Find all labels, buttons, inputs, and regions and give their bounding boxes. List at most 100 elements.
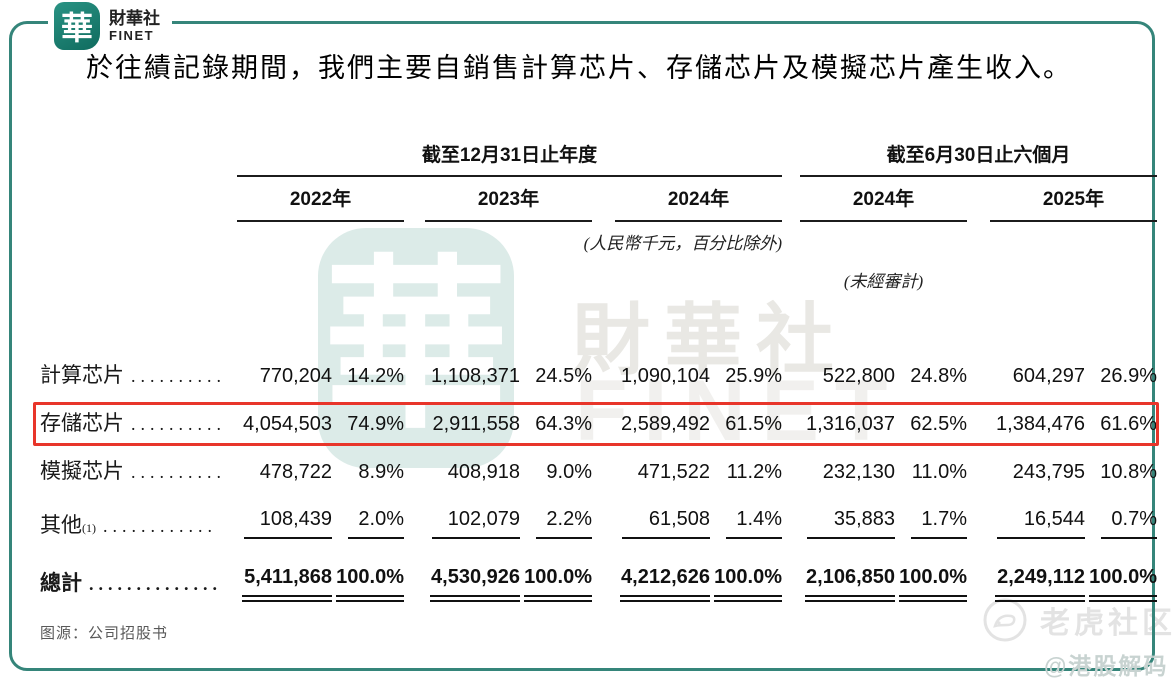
row-label: 其他 (1) ............ (40, 513, 217, 537)
cell-percent: 100.0% (1089, 564, 1157, 602)
cell-value: 604,297 (1012, 365, 1085, 387)
cell-value: 1,384,476 (996, 413, 1085, 435)
content-card-frame (9, 21, 1155, 671)
cell-percent: 24.8% (910, 365, 967, 387)
cell-value: 61,508 (622, 506, 710, 539)
finet-brand-logo: 華 財華社 FINET (48, 0, 172, 52)
table-row-storage-chips: 存儲芯片 .......... 4,054,503 74.9% 2,911,55… (40, 410, 1157, 437)
leader-dots: .......... (131, 414, 226, 434)
cell-value: 2,911,558 (432, 413, 521, 435)
cell-value: 4,212,626 (620, 564, 710, 602)
cell-percent: 0.7% (1101, 506, 1157, 539)
cell-value: 770,204 (259, 365, 332, 387)
cell-value: 1,316,037 (806, 413, 895, 435)
cell-value: 2,106,850 (805, 564, 895, 602)
unaudited-note-row: (未經審計) (40, 267, 1157, 292)
brand-watermark-logo-icon: 華 (318, 228, 514, 468)
page-title: 於往績記錄期間，我們主要自銷售計算芯片、存儲芯片及模擬芯片產生收入。 (86, 53, 1072, 83)
col-group-annual: 截至12月31日止年度 (237, 140, 782, 177)
finet-logo-glyph: 華 (60, 10, 93, 46)
row-label-text: 計算芯片 (40, 363, 124, 387)
row-label-text: 存儲芯片 (40, 411, 124, 435)
cell-percent: 9.0% (546, 461, 592, 483)
col-header-2022: 2022年 (237, 184, 404, 222)
brand-watermark-zh: 財華社 (572, 296, 849, 384)
row-label: 計算芯片 .......... (40, 362, 237, 389)
cell-percent: 8.9% (358, 461, 404, 483)
cell-value: 243,795 (1012, 461, 1085, 483)
cell-percent: 1.4% (726, 506, 782, 539)
cell-percent: 61.6% (1100, 413, 1157, 435)
finet-logo-icon: 華 (54, 2, 100, 50)
cell-percent: 100.0% (899, 564, 967, 602)
brand-name-en: FINET (109, 27, 155, 43)
cell-percent: 61.5% (725, 413, 782, 435)
brand-watermark-glyph: 華 (323, 245, 509, 451)
cell-percent: 64.3% (535, 413, 592, 435)
tiger-community-text: 老虎社区 (1040, 607, 1173, 640)
table-row-analog-chips: 模擬芯片 .......... 478,722 8.9% 408,918 9.0… (40, 458, 1157, 485)
source-note: 图源：公司招股书 (40, 625, 169, 642)
cell-value: 1,108,371 (431, 365, 520, 387)
cell-value: 522,800 (822, 365, 895, 387)
cell-percent: 74.9% (347, 413, 404, 435)
row-label: 模擬芯片 .......... (40, 458, 237, 485)
cell-percent: 11.2% (726, 461, 782, 483)
cell-value: 108,439 (244, 506, 332, 539)
table-row-computing-chips: 計算芯片 .......... 770,204 14.2% 1,108,371 … (40, 362, 1157, 389)
cell-percent: 100.0% (524, 564, 592, 602)
table-row-total: 總計 .............. 5,411,868 100.0% 4,530… (40, 564, 1157, 602)
col-header-2023: 2023年 (425, 184, 592, 222)
cell-percent: 24.5% (535, 365, 592, 387)
row-label: 總計 .............. (40, 570, 237, 597)
cell-percent: 100.0% (714, 564, 782, 602)
highlight-box-storage-row (33, 402, 1159, 446)
cell-value: 232,130 (822, 461, 895, 483)
tiger-community-watermark: 老虎社区 (982, 597, 1173, 643)
finet-brand-text: 財華社 FINET (109, 2, 160, 43)
col-header-2025-h1: 2025年 (990, 184, 1157, 222)
cell-value: 478,722 (259, 461, 332, 483)
cell-percent: 14.2% (347, 365, 404, 387)
cell-value: 408,918 (447, 461, 520, 483)
cell-value: 4,530,926 (430, 564, 520, 602)
leader-dots: .......... (131, 366, 226, 386)
cell-value: 4,054,503 (243, 413, 332, 435)
row-label-text: 總計 (40, 571, 82, 595)
cell-value: 16,544 (997, 506, 1085, 539)
leader-dots: .............. (89, 574, 222, 594)
cell-percent: 1.7% (911, 506, 967, 539)
cell-percent: 26.9% (1100, 365, 1157, 387)
cell-percent: 62.5% (910, 413, 967, 435)
cell-value: 2,249,112 (995, 564, 1085, 602)
leader-dots: ............ (103, 516, 217, 536)
cell-value: 102,079 (432, 506, 520, 539)
cell-percent: 100.0% (336, 564, 404, 602)
table-row-others: 其他 (1) ............ 108,439 2.0% 102,079 … (40, 506, 1157, 539)
cell-value: 2,589,492 (621, 413, 710, 435)
leader-dots: .......... (131, 462, 226, 482)
cell-percent: 25.9% (725, 365, 782, 387)
units-note-row: (人民幣千元，百分比除外) (40, 229, 1157, 254)
cell-value: 471,522 (637, 461, 710, 483)
col-header-2024: 2024年 (615, 184, 782, 222)
unaudited-note: (未經審計) (843, 272, 924, 291)
row-label: 存儲芯片 .......... (40, 410, 237, 437)
col-header-2024-h1: 2024年 (800, 184, 967, 222)
author-handle: @港股解码 (1044, 653, 1169, 679)
row-label-text: 模擬芯片 (40, 459, 124, 483)
row-label-text: 其他 (40, 513, 82, 537)
cell-percent: 11.0% (911, 461, 967, 483)
cell-value: 5,411,868 (242, 564, 332, 602)
cell-percent: 2.2% (536, 506, 592, 539)
table-year-header-row: 2022年 2023年 2024年 2024年 2025年 (40, 184, 1157, 222)
cell-value: 35,883 (807, 506, 895, 539)
cell-percent: 2.0% (348, 506, 404, 539)
cell-percent: 10.8% (1100, 461, 1157, 483)
units-note: (人民幣千元，百分比除外) (583, 234, 782, 253)
cell-value: 1,090,104 (621, 365, 710, 387)
table-group-header-row: 截至12月31日止年度 截至6月30日止六個月 (40, 140, 1157, 177)
brand-name-zh: 財華社 (109, 9, 160, 28)
col-group-interim: 截至6月30日止六個月 (800, 140, 1157, 177)
